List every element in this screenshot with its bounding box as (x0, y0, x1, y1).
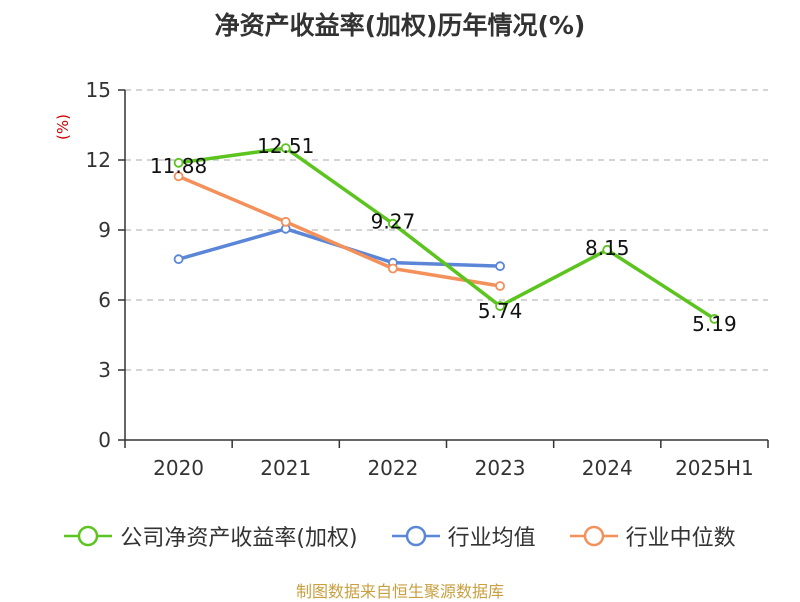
data-point (173, 171, 184, 182)
legend-label-company: 公司净资产收益率(加权) (120, 526, 358, 551)
y-tick-label: 0 (98, 428, 111, 452)
source-note: 制图数据来自恒生聚源数据库 (295, 582, 504, 601)
legend-item-industry-mean[interactable]: 行业均值 (391, 520, 536, 552)
data-label: 8.15 (585, 236, 630, 260)
data-point (495, 281, 505, 291)
chart-title: 净资产收益率(加权)历年情况(%) (214, 11, 586, 40)
legend-label-industry-median: 行业中位数 (625, 526, 736, 551)
data-label: 5.19 (692, 312, 737, 336)
legend-item-company[interactable]: 公司净资产收益率(加权) (64, 520, 358, 552)
data-point (173, 254, 184, 265)
data-label: 11.88 (150, 154, 207, 178)
y-tick-label: 12 (86, 148, 111, 172)
y-axis-label: (%) (54, 114, 72, 140)
data-point (388, 218, 398, 229)
y-tick-label: 9 (98, 218, 111, 242)
series-line (177, 174, 501, 288)
x-tick-label: 2020 (153, 456, 204, 480)
data-point (388, 263, 398, 274)
x-tick-label: 2022 (367, 456, 418, 480)
data-label: 12.51 (257, 134, 314, 158)
y-tick-label: 15 (86, 78, 111, 102)
data-point (495, 261, 505, 272)
data-point (602, 244, 613, 255)
y-tick-label: 6 (98, 288, 111, 312)
x-tick-label: 2024 (582, 456, 633, 480)
legend-swatch-industry-median-icon (569, 525, 618, 547)
legend-swatch-industry-mean-icon (391, 525, 440, 547)
data-point (280, 143, 291, 154)
series-line (178, 227, 501, 268)
x-tick-label: 2025H1 (675, 456, 754, 480)
data-point (495, 301, 505, 311)
legend-swatch-company-icon (64, 525, 113, 547)
data-label: 5.74 (478, 299, 523, 323)
x-tick-label: 2021 (260, 456, 311, 480)
legend: 公司净资产收益率(加权) 行业均值 行业中位数 (0, 520, 800, 552)
data-point (280, 216, 291, 227)
data-point (709, 313, 720, 324)
series-line (178, 146, 716, 321)
legend-label-industry-mean: 行业均值 (447, 526, 536, 551)
legend-item-industry-median[interactable]: 行业中位数 (569, 520, 736, 552)
y-tick-label: 3 (98, 358, 111, 382)
x-tick-label: 2023 (475, 456, 526, 480)
data-label: 9.27 (371, 210, 416, 234)
data-point (173, 157, 184, 168)
